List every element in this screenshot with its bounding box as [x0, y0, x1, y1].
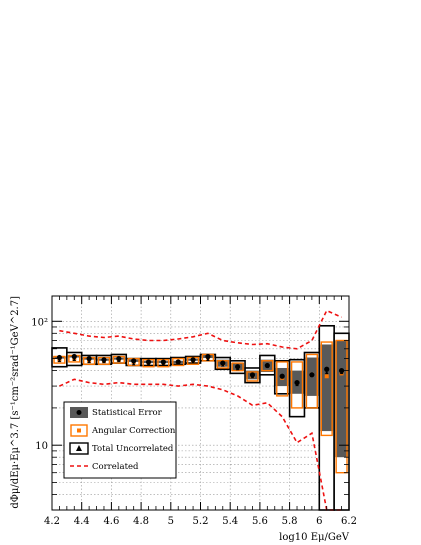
correlated-lower-line	[59, 378, 342, 511]
angular-correction-box	[305, 353, 319, 409]
chart-marks	[51, 309, 350, 511]
x-axis-title: log10 Eμ/GeV	[279, 532, 350, 543]
legend-marker-angular	[77, 428, 81, 433]
total-uncorrelated-point	[131, 362, 136, 366]
total-uncorrelated-point	[87, 359, 91, 364]
total-uncorrelated-point	[146, 362, 151, 366]
statistical-point	[190, 357, 196, 363]
total-uncorrelated-point	[339, 370, 344, 375]
angular-correction-box	[290, 361, 304, 409]
x-tick-label: 5.2	[193, 516, 209, 527]
angular-correction-point	[324, 374, 329, 379]
statistical-point	[294, 380, 300, 386]
statistical-error-box	[335, 340, 348, 458]
angular-correction-box	[246, 371, 259, 382]
total-uncorrelated-point	[161, 362, 166, 366]
angular-correction-box	[335, 339, 348, 474]
legend-swatch-angular	[70, 424, 88, 437]
legend-label: Correlated	[92, 462, 139, 472]
total-uncorrelated-point	[250, 374, 255, 379]
statistical-point	[116, 355, 122, 362]
total-uncorrelated-point	[102, 359, 106, 364]
angular-correction-box	[320, 341, 333, 437]
legend-marker-statistical	[76, 410, 82, 415]
statistical-error-box	[320, 344, 334, 432]
x-tick-label: 6	[316, 516, 322, 527]
y-tick-label: 10²	[31, 317, 48, 328]
statistical-point	[101, 357, 107, 363]
total-uncorrelated-point	[57, 358, 62, 363]
total-uncorrelated-point	[191, 359, 195, 364]
correlated-upper-line	[59, 309, 342, 350]
statistical-point	[235, 364, 241, 370]
statistical-point	[205, 353, 211, 360]
total-uncorrelated-point	[206, 357, 210, 362]
legend: Statistical Error Angular Correction Total…	[63, 401, 177, 479]
angular-correction-box	[172, 357, 185, 367]
statistical-point	[56, 354, 63, 361]
total-uncorrelated-point	[220, 363, 225, 367]
statistical-point	[220, 360, 226, 366]
statistical-point	[338, 368, 345, 374]
statistical-point	[131, 358, 137, 364]
x-tick-label: 4.8	[133, 516, 149, 527]
angular-correction-box	[231, 362, 244, 372]
angular-correction-box	[276, 361, 289, 397]
statistical-point	[249, 372, 256, 378]
total-uncorrelated-point	[176, 360, 181, 365]
x-tick-label: 5.6	[252, 516, 268, 527]
legend-label: Angular Correction	[91, 426, 176, 436]
total-uncorrelated-point	[280, 373, 284, 377]
statistical-point	[145, 359, 152, 365]
y-tick-label: 10	[35, 441, 48, 452]
x-tick-label: 5.4	[222, 516, 238, 527]
y-axis-title: dΦμ/dEμ·Eμ^3.7 [s⁻¹cm⁻²srad⁻¹GeV^2.7]	[10, 296, 21, 509]
x-tick-label: 6.2	[341, 516, 357, 527]
statistical-point	[71, 353, 77, 360]
x-tick-label: 4.4	[74, 516, 90, 527]
legend-label: Statistical Error	[92, 408, 163, 418]
total-uncorrelated-point	[117, 358, 121, 363]
axes: 4.2 4.4 4.6 4.8 5 5.2 5.4 5.6 5.8 6 6.2 10 10² log10 …	[10, 295, 357, 543]
statistical-point	[160, 359, 166, 365]
total-uncorrelated-point	[235, 366, 240, 371]
total-uncorrelated-point	[324, 370, 329, 375]
legend-marker-total	[76, 445, 82, 451]
x-tick-label: 4.2	[44, 516, 60, 527]
x-tick-label: 4.6	[103, 516, 119, 527]
total-uncorrelated-point	[295, 382, 299, 387]
total-uncorrelated-point	[310, 373, 314, 377]
total-uncorrelated-point	[72, 357, 77, 362]
statistical-point	[324, 366, 330, 372]
x-tick-label: 5	[168, 516, 174, 527]
x-tick-label: 5.8	[282, 516, 298, 527]
statistical-point	[86, 355, 92, 362]
legend-label: Total Uncorrelated	[92, 444, 174, 454]
legend-swatch-total	[69, 442, 89, 455]
total-uncorrelated-point	[265, 364, 270, 368]
angular-correction-box	[261, 360, 274, 372]
